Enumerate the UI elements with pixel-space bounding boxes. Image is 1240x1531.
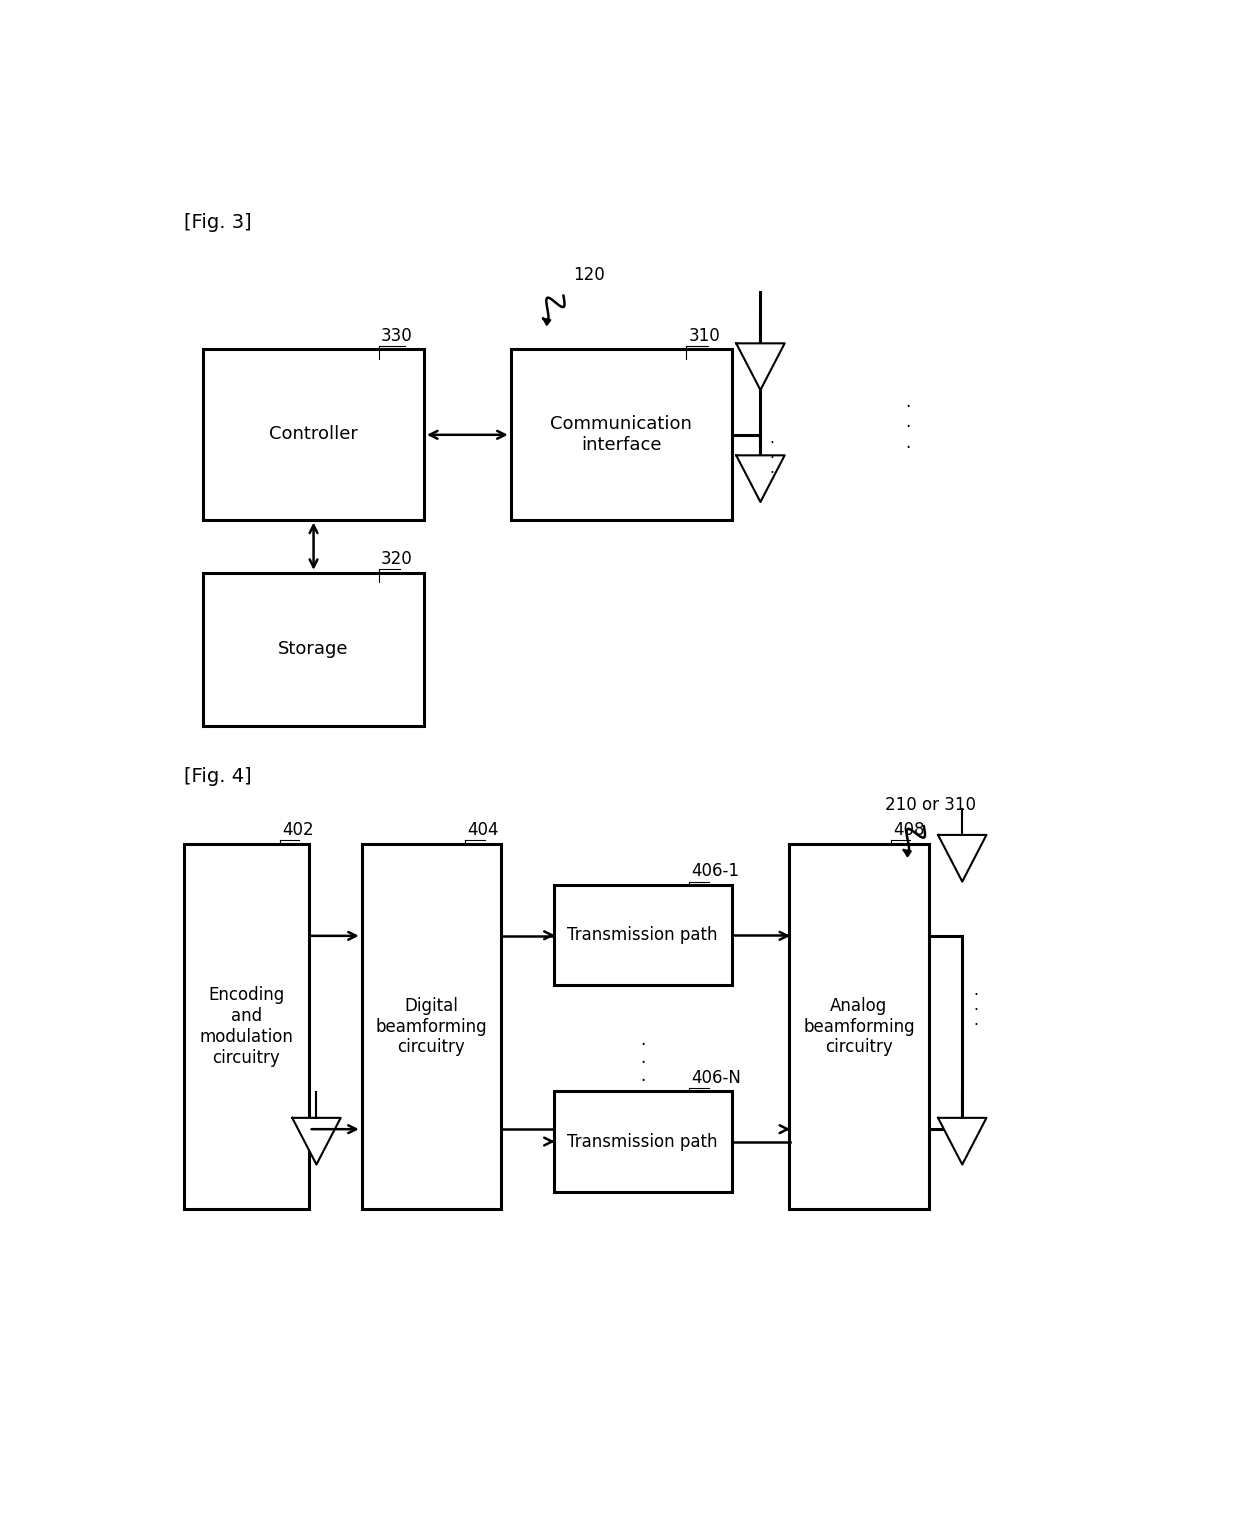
- Bar: [184, 844, 309, 1209]
- Text: [Fig. 4]: [Fig. 4]: [184, 767, 252, 787]
- Text: .
.
.: . . .: [641, 1032, 646, 1085]
- Bar: [554, 1092, 732, 1191]
- Text: 320: 320: [381, 550, 413, 568]
- Bar: [203, 349, 424, 519]
- Text: .
.
.: . . .: [770, 432, 775, 476]
- Text: 406-N: 406-N: [691, 1069, 742, 1087]
- Polygon shape: [937, 834, 987, 882]
- Bar: [203, 573, 424, 726]
- Text: 402: 402: [281, 821, 314, 839]
- Text: 330: 330: [381, 328, 413, 344]
- Text: Storage: Storage: [278, 640, 348, 658]
- Polygon shape: [937, 1118, 987, 1165]
- Text: Controller: Controller: [269, 426, 358, 444]
- Text: Communication
interface: Communication interface: [551, 415, 692, 453]
- Polygon shape: [293, 1118, 341, 1165]
- Polygon shape: [737, 455, 785, 502]
- Text: .
.
.: . . .: [973, 983, 978, 1027]
- Text: 406-1: 406-1: [691, 862, 739, 880]
- Text: 310: 310: [688, 328, 720, 344]
- Bar: [511, 349, 732, 519]
- Text: Encoding
and
modulation
circuitry: Encoding and modulation circuitry: [200, 986, 293, 1067]
- Text: .
.
.: . . .: [905, 392, 910, 452]
- Text: Analog
beamforming
circuitry: Analog beamforming circuitry: [804, 997, 915, 1056]
- Text: Digital
beamforming
circuitry: Digital beamforming circuitry: [376, 997, 487, 1056]
- Bar: [554, 885, 732, 986]
- Text: 120: 120: [573, 266, 605, 283]
- Text: 404: 404: [467, 821, 498, 839]
- Bar: [789, 844, 929, 1209]
- Text: [Fig. 3]: [Fig. 3]: [184, 213, 252, 233]
- Polygon shape: [737, 343, 785, 390]
- Text: Transmission path: Transmission path: [568, 926, 718, 945]
- Text: 408: 408: [893, 821, 925, 839]
- Text: Transmission path: Transmission path: [568, 1133, 718, 1151]
- Bar: [362, 844, 501, 1209]
- Text: 210 or 310: 210 or 310: [885, 796, 976, 814]
